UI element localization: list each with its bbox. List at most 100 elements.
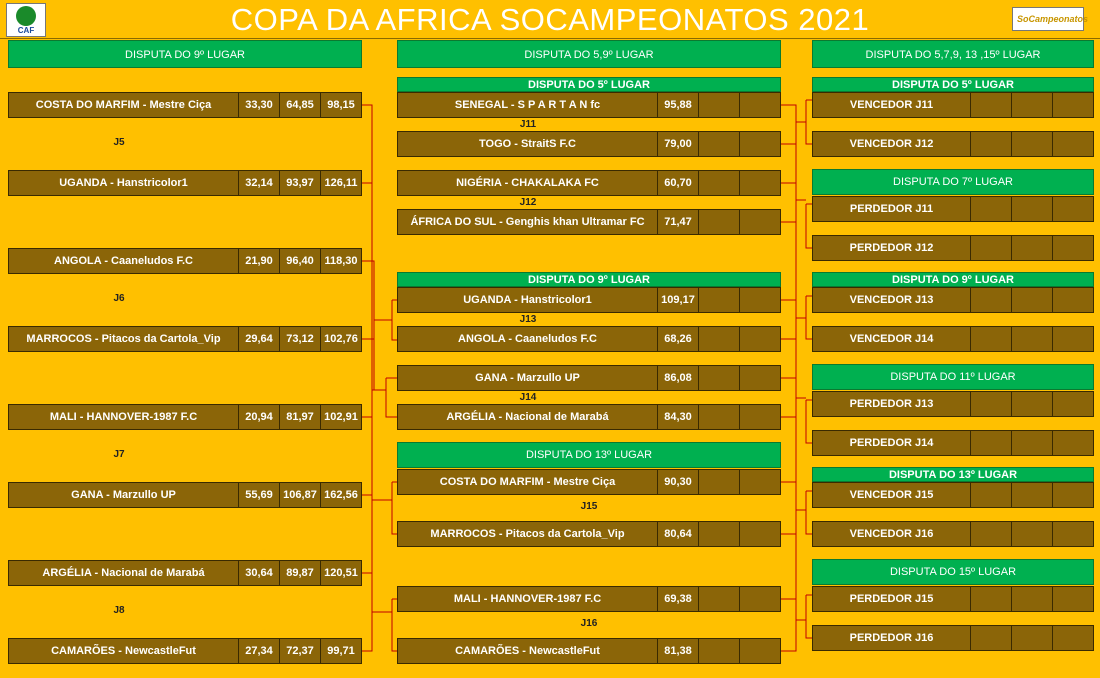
score: 71,47 [657,210,698,234]
table-row[interactable]: ARGÉLIA - Nacional de Marabá 84,30 [397,404,781,430]
table-row[interactable]: ANGOLA - Caaneludos F.C 68,26 [397,326,781,352]
empty-cell [970,483,1011,507]
table-row[interactable]: NIGÉRIA - CHAKALAKA FC 60,70 [397,170,781,196]
game-label: J6 [113,293,125,304]
bracket-connector [805,490,812,639]
table-row[interactable]: VENCEDOR J15 [812,482,1094,508]
score-total: 102,76 [320,327,361,351]
socampeonatos-logo: SoCampeonatos [1012,7,1088,31]
table-row[interactable]: PERDEDOR J13 [812,391,1094,417]
table-row[interactable]: ÁFRICA DO SUL - Genghis khan Ultramar FC… [397,209,781,235]
team-name: UGANDA - Hanstricolor1 [463,294,592,306]
empty-cell [739,366,780,390]
team-name: NIGÉRIA - CHAKALAKA FC [456,177,599,189]
slot-name: VENCEDOR J11 [849,99,934,111]
slot-name: PERDEDOR J11 [849,203,934,215]
table-row[interactable]: PERDEDOR J14 [812,430,1094,456]
slot-name: VENCEDOR J16 [849,528,934,540]
team-name: TOGO - StraitS F.C [479,138,576,150]
bracket-connector [805,99,812,249]
col3-group-header: DISPUTA DO 5º LUGAR [812,77,1094,92]
table-row[interactable]: CAMARÕES - NewcastleFut 27,34 72,37 99,71 [8,638,362,664]
game-label: J7 [113,449,125,460]
col2-group-header: DISPUTA DO 5º LUGAR [397,77,781,92]
score: 79,00 [657,132,698,156]
empty-cell [739,470,780,494]
empty-cell [739,288,780,312]
empty-cell [698,639,739,663]
table-row[interactable]: COSTA DO MARFIM - Mestre Ciça 90,30 [397,469,781,495]
empty-cell [698,405,739,429]
score: 69,38 [657,587,698,611]
slot-name: PERDEDOR J12 [849,242,934,254]
empty-cell [698,210,739,234]
empty-cell [739,93,780,117]
score-1: 20,94 [238,405,279,429]
bracket-connector [362,572,373,652]
score-1: 32,14 [238,171,279,195]
empty-cell [1052,327,1093,351]
team-name: SENEGAL - S P A R T A N fc [454,99,601,111]
score: 60,70 [657,171,698,195]
score-2: 96,40 [279,249,320,273]
table-row[interactable]: ANGOLA - Caaneludos F.C 21,90 96,40 118,30 [8,248,362,274]
table-row[interactable]: UGANDA - Hanstricolor1 32,14 93,97 126,11 [8,170,362,196]
score: 95,88 [657,93,698,117]
table-row[interactable]: SENEGAL - S P A R T A N fc 95,88 [397,92,781,118]
title-bar [0,0,1100,39]
table-row[interactable]: TOGO - StraitS F.C 79,00 [397,131,781,157]
empty-cell [970,522,1011,546]
team-name: COSTA DO MARFIM - Mestre Ciça [439,476,616,488]
empty-cell [1011,626,1052,650]
empty-cell [739,587,780,611]
empty-cell [1052,132,1093,156]
table-row[interactable]: GANA - Marzullo UP 55,69 106,87 162,56 [8,482,362,508]
team-name: ÁFRICA DO SUL - Genghis khan Ultramar FC [410,216,645,228]
caf-logo-text: CAF [17,26,35,35]
table-row[interactable]: MALI - HANNOVER-1987 F.C 69,38 [397,586,781,612]
game-label: J8 [113,605,125,616]
bracket-connector [371,144,375,612]
empty-cell [698,522,739,546]
slot-name: PERDEDOR J15 [849,593,934,605]
score: 84,30 [657,405,698,429]
game-label: J15 [580,501,598,512]
col2-group-header: DISPUTA DO 13º LUGAR [397,442,781,468]
slot-name: VENCEDOR J12 [849,138,934,150]
slot-name: PERDEDOR J16 [849,632,934,644]
table-row[interactable]: VENCEDOR J12 [812,131,1094,157]
table-row[interactable]: CAMARÕES - NewcastleFut 81,38 [397,638,781,664]
table-row[interactable]: UGANDA - Hanstricolor1 109,17 [397,287,781,313]
table-row[interactable]: GANA - Marzullo UP 86,08 [397,365,781,391]
table-row[interactable]: COSTA DO MARFIM - Mestre Ciça 33,30 64,85 9… [8,92,362,118]
bracket-connector [362,104,373,184]
empty-cell [1011,522,1052,546]
table-row[interactable]: ARGÉLIA - Nacional de Marabá 30,64 89,87 12… [8,560,362,586]
empty-cell [970,236,1011,260]
empty-cell [1011,236,1052,260]
empty-cell [1052,522,1093,546]
table-row[interactable]: VENCEDOR J13 [812,287,1094,313]
table-row[interactable]: PERDEDOR J12 [812,235,1094,261]
team-name: GANA - Marzullo UP [71,489,176,501]
col2-group-header: DISPUTA DO 9º LUGAR [397,272,781,287]
empty-cell [970,327,1011,351]
col3-group-header: DISPUTA DO 13º LUGAR [812,467,1094,482]
table-row[interactable]: VENCEDOR J11 [812,92,1094,118]
table-row[interactable]: VENCEDOR J14 [812,326,1094,352]
empty-cell [1011,288,1052,312]
table-row[interactable]: PERDEDOR J15 [812,586,1094,612]
table-row[interactable]: MARROCOS - Pitacos da Cartola_Vip 80,64 [397,521,781,547]
table-row[interactable]: PERDEDOR J16 [812,625,1094,651]
col3-group-header: DISPUTA DO 11º LUGAR [812,364,1094,390]
table-row[interactable]: MARROCOS - Pitacos da Cartola_Vip 29,64 73… [8,326,362,352]
col3-group-header: DISPUTA DO 9º LUGAR [812,272,1094,287]
table-row[interactable]: MALI - HANNOVER-1987 F.C 20,94 81,97 102,91 [8,404,362,430]
empty-cell [698,132,739,156]
score-1: 21,90 [238,249,279,273]
game-label: J13 [519,314,537,325]
slot-name: VENCEDOR J13 [849,294,934,306]
table-row[interactable]: PERDEDOR J11 [812,196,1094,222]
table-row[interactable]: VENCEDOR J16 [812,521,1094,547]
